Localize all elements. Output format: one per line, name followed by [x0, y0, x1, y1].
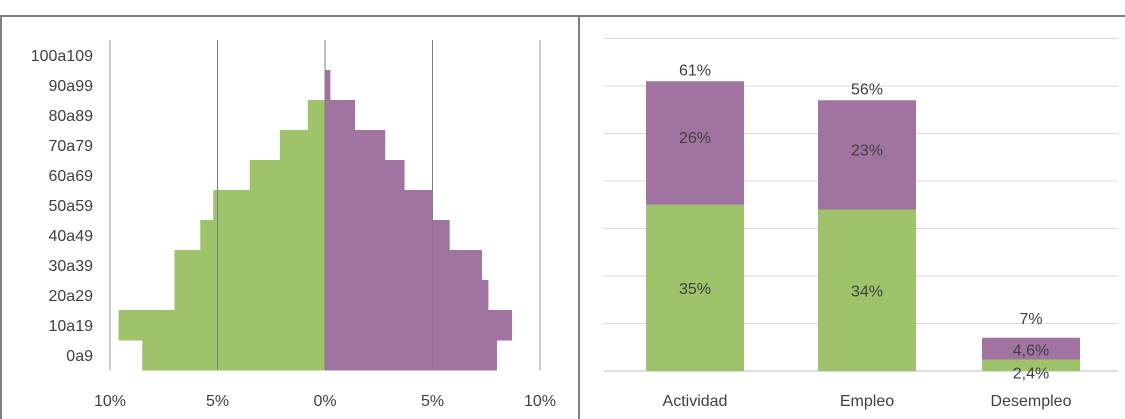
- pyramid-xtick-label: 10%: [94, 393, 126, 410]
- pyramid-bar-right: [325, 220, 450, 251]
- pyramid-bar-left: [213, 190, 325, 221]
- population-pyramid-chart: 100a109 90a99 80a89 70a79 60a69 50a59 40a49 30a…: [31, 40, 556, 410]
- stacked-segment-label: 4,6%: [1013, 343, 1049, 360]
- stacked-segment-label: 2,4%: [1013, 365, 1049, 382]
- pyramid-xtick-label: 5%: [421, 393, 444, 410]
- pyramid-category-label: 20a29: [49, 288, 94, 305]
- pyramid-bar-right: [325, 340, 497, 371]
- pyramid-bar-right: [325, 70, 331, 101]
- stacked-segment-label: 23%: [851, 142, 883, 159]
- stacked-bar-segment-purple: [818, 100, 916, 210]
- stacked-bar-segment-green: [818, 209, 916, 371]
- panel-divider: [578, 15, 580, 419]
- stacked-bar-segment-purple: [982, 337, 1080, 360]
- pyramid-bar-right: [325, 160, 405, 191]
- pyramid-bar-left: [118, 310, 325, 341]
- pyramid-bar-right: [325, 310, 513, 341]
- stacked-total-label: 61%: [679, 62, 711, 79]
- stacked-bar-segment-green: [646, 204, 744, 371]
- pyramid-category-label: 70a79: [49, 138, 94, 155]
- stacked-segment-label: 34%: [851, 283, 883, 300]
- pyramid-bar-right: [325, 130, 386, 161]
- pyramid-category-label: 40a49: [49, 228, 94, 245]
- pyramid-bar-left: [279, 130, 325, 161]
- pyramid-bar-left: [142, 340, 325, 371]
- pyramid-bar-right: [325, 100, 356, 131]
- pyramid-category-label: 50a59: [49, 198, 94, 215]
- stacked-category-label: Empleo: [840, 393, 894, 410]
- stacked-segment-label: 35%: [679, 281, 711, 298]
- stacked-bar-segment-green: [982, 359, 1080, 371]
- stacked-bar-segment-purple: [646, 81, 744, 205]
- pyramid-bar-left: [174, 280, 325, 311]
- left-border: [0, 15, 2, 419]
- pyramid-category-label: 90a99: [49, 78, 94, 95]
- pyramid-xtick-label: 5%: [206, 393, 229, 410]
- stacked-bar-chart: 35% 26% 61% Actividad 34% 23% 56% Empleo 2,4% 4,6…: [604, 38, 1118, 410]
- pyramid-bar-left: [307, 100, 325, 131]
- stacked-category-label: Desempleo: [991, 393, 1072, 410]
- stacked-segment-label: 26%: [679, 130, 711, 147]
- pyramid-xtick-label: 0%: [313, 393, 336, 410]
- pyramid-category-label: 100a109: [31, 48, 93, 65]
- pyramid-category-label: 30a39: [49, 258, 94, 275]
- pyramid-xtick-label: 10%: [524, 393, 556, 410]
- pyramid-bar-right: [325, 280, 489, 311]
- pyramid-category-label: 0a9: [66, 348, 93, 365]
- pyramid-category-label: 80a89: [49, 108, 94, 125]
- stacked-category-label: Actividad: [663, 393, 728, 410]
- pyramid-bar-right: [325, 190, 433, 221]
- top-border: [0, 15, 1125, 17]
- pyramid-bar-left: [200, 220, 325, 251]
- stacked-total-label: 56%: [851, 81, 883, 98]
- pyramid-category-label: 60a69: [49, 168, 94, 185]
- pyramid-bar-left: [174, 250, 325, 281]
- pyramid-bar-right: [325, 250, 482, 281]
- stacked-total-label: 7%: [1019, 311, 1042, 328]
- pyramid-category-label: 10a19: [49, 318, 94, 335]
- pyramid-bar-left: [249, 160, 325, 191]
